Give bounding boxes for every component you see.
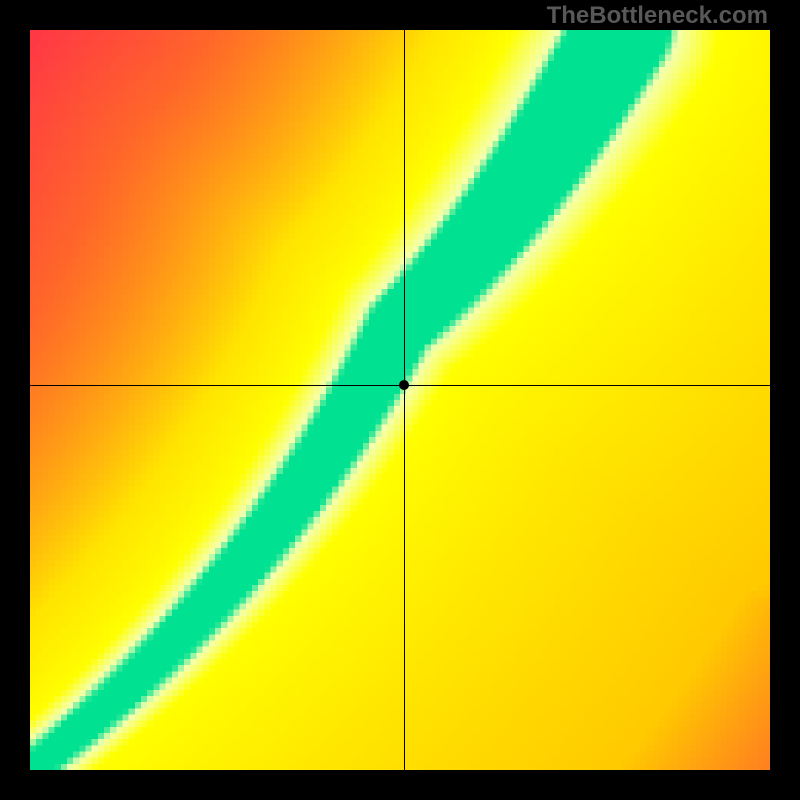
watermark-label: TheBottleneck.com	[547, 2, 768, 30]
bottleneck-heatmap	[30, 30, 770, 770]
crosshair-vertical	[404, 30, 405, 770]
selected-point	[399, 380, 409, 390]
chart-area	[30, 30, 770, 770]
